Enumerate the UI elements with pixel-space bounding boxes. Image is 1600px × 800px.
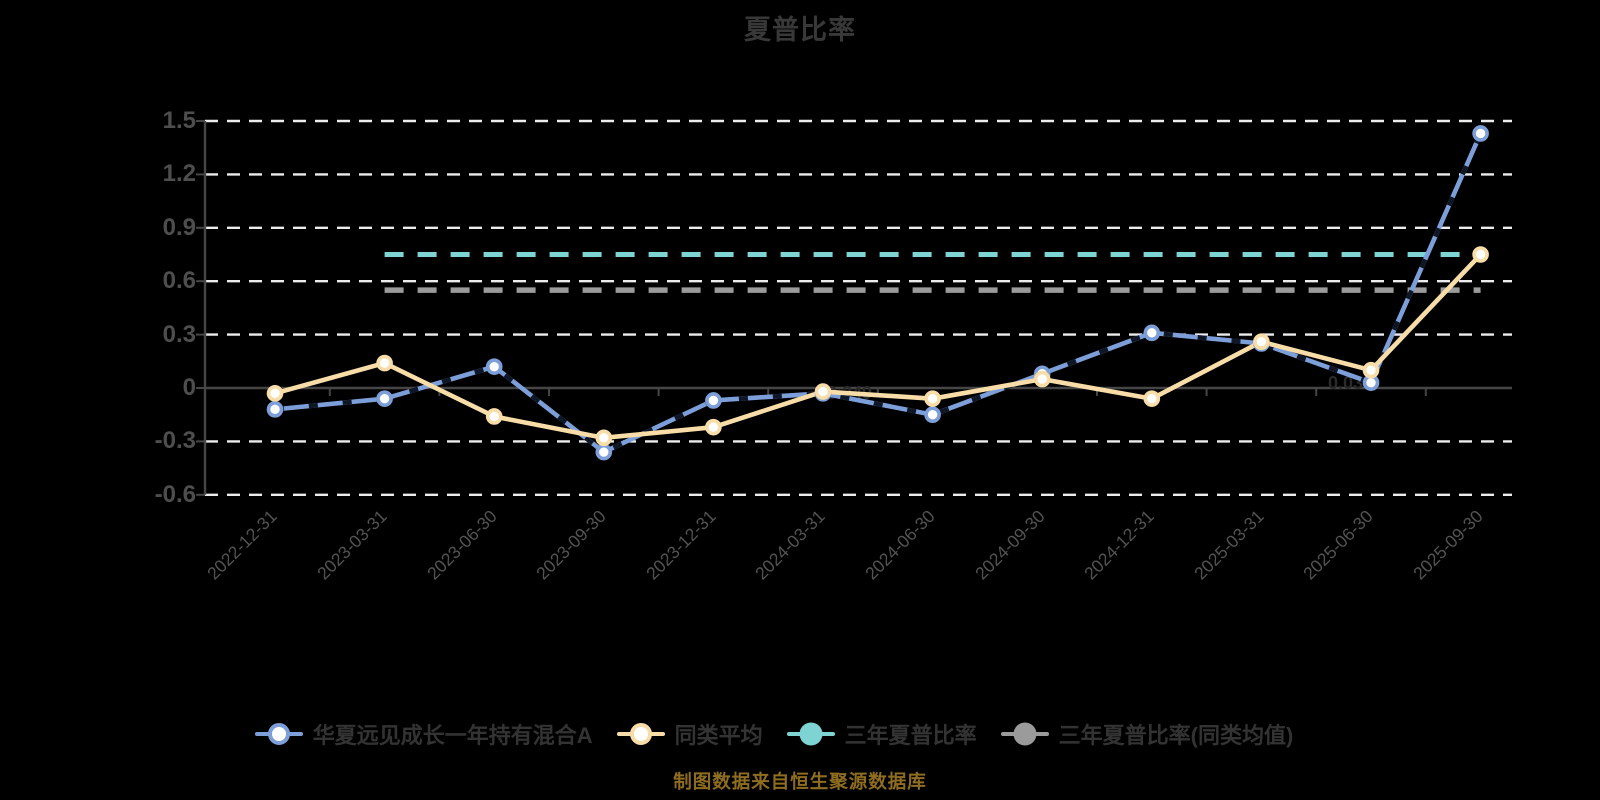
peer-average-data-point[interactable] <box>1362 361 1380 379</box>
legend-label: 华夏远见成长一年持有混合A <box>312 723 593 748</box>
y-axis-label: -0.6 <box>154 480 196 508</box>
fund-data-point[interactable] <box>485 358 503 375</box>
y-axis-label: 0.9 <box>162 213 196 241</box>
peer-average-data-point[interactable] <box>1253 333 1270 351</box>
legend-item-4[interactable]: 三年夏普比率(同类均值) <box>1000 718 1294 750</box>
legend-open-circle-marker-icon <box>616 721 665 747</box>
peer-average-data-point[interactable] <box>266 385 284 402</box>
fund-data-point[interactable] <box>1143 324 1161 342</box>
legend-label: 同类平均 <box>674 723 763 748</box>
data-source-footer: 制图数据来自恒生聚源数据库 <box>673 771 927 792</box>
legend-item-2[interactable]: 同类平均 <box>616 718 763 750</box>
sharpe-ratio-line-chart: 0.249 0.03 <box>196 119 1512 496</box>
chart-legend: 华夏远见成长一年持有混合A 同类平均 三年夏普比率 三年夏普比率(同类均值) <box>0 718 1574 750</box>
peer-average-data-point[interactable] <box>1143 390 1161 407</box>
y-axis-label: 0.6 <box>162 267 196 295</box>
fund-data-point[interactable] <box>595 443 613 461</box>
peer-average-series-line <box>274 252 1483 441</box>
peer-average-data-point[interactable] <box>924 390 941 407</box>
peer-average-data-point[interactable] <box>1033 370 1051 388</box>
legend-label: 三年夏普比率(同类均值) <box>1058 723 1294 748</box>
chart-title: 夏普比率 <box>744 15 856 45</box>
fund-series-dark-dash-overlay <box>274 132 1483 455</box>
legend-label: 三年夏普比率 <box>844 723 977 748</box>
legend-filled-circle-marker-icon <box>1000 721 1049 747</box>
peer-average-data-point[interactable] <box>814 383 832 400</box>
fund-data-point[interactable] <box>924 406 941 424</box>
y-axis-label: 1.2 <box>162 160 196 188</box>
peer-average-data-point[interactable] <box>485 408 503 425</box>
fund-data-point[interactable] <box>1472 125 1489 142</box>
peer-average-data-point[interactable] <box>376 354 393 372</box>
legend-item-1[interactable]: 华夏远见成长一年持有混合A <box>254 718 593 750</box>
legend-item-3[interactable]: 三年夏普比率 <box>786 718 977 750</box>
peer-average-data-point[interactable] <box>595 429 613 447</box>
fund-data-point[interactable] <box>376 390 393 407</box>
peer-average-data-point[interactable] <box>1472 246 1489 263</box>
legend-open-circle-marker-icon <box>254 721 303 747</box>
y-axis-label: -0.3 <box>154 427 196 455</box>
y-axis-label: 0.3 <box>162 320 196 348</box>
fund-data-point[interactable] <box>266 401 284 418</box>
fund-data-point[interactable] <box>705 392 722 409</box>
y-axis-label: 0 <box>182 374 196 401</box>
legend-filled-circle-marker-icon <box>786 721 835 747</box>
y-axis-label: 1.5 <box>162 107 196 134</box>
peer-average-data-point[interactable] <box>705 418 722 436</box>
